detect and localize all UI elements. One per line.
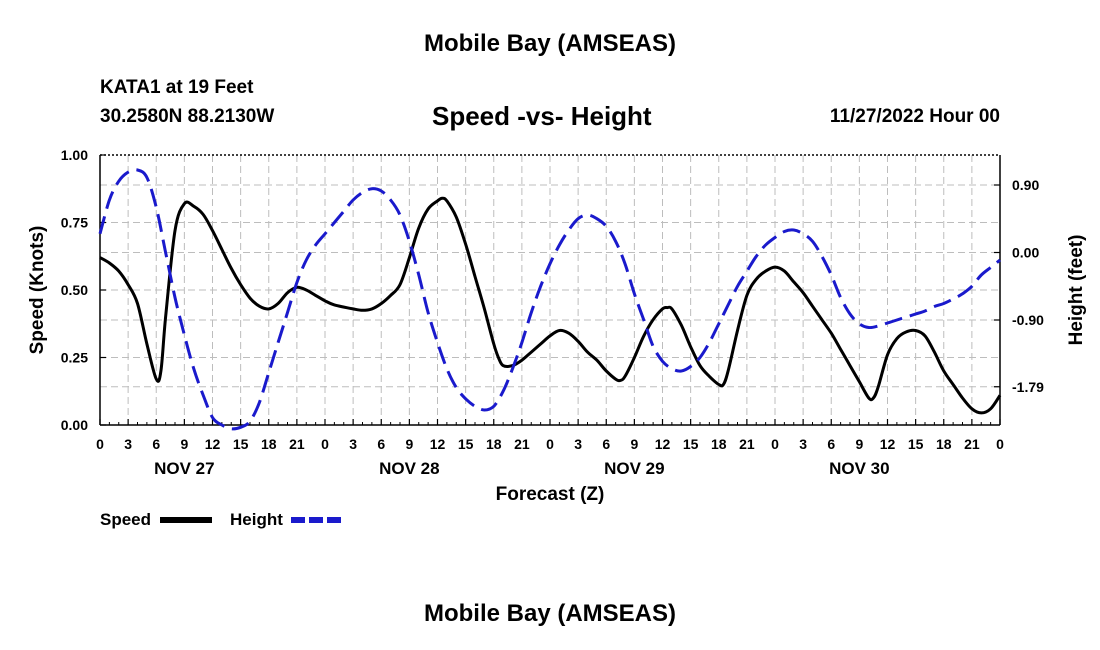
- x-tick-label: 3: [574, 436, 582, 452]
- x-tick-label: 3: [124, 436, 132, 452]
- x-tick-label: 12: [430, 436, 446, 452]
- x-tick-label: 18: [936, 436, 952, 452]
- x-tick-label: 12: [880, 436, 896, 452]
- x-tick-label: 9: [855, 436, 863, 452]
- x-date-label: NOV 30: [829, 459, 889, 478]
- legend-label-speed: Speed: [100, 510, 151, 529]
- x-tick-label: 0: [321, 436, 329, 452]
- x-tick-label: 18: [261, 436, 277, 452]
- x-tick-label: 9: [630, 436, 638, 452]
- x-tick-label: 15: [458, 436, 474, 452]
- x-tick-label: 0: [546, 436, 554, 452]
- x-tick-label: 6: [152, 436, 160, 452]
- x-tick-label: 21: [289, 436, 305, 452]
- x-tick-label: 18: [486, 436, 502, 452]
- x-date-label: NOV 27: [154, 459, 214, 478]
- x-tick-label: 6: [377, 436, 385, 452]
- y2-tick-label: -1.79: [1012, 379, 1044, 395]
- x-tick-label: 18: [711, 436, 727, 452]
- second-chart-title: Mobile Bay (AMSEAS): [423, 600, 677, 627]
- y-tick-label: 0.25: [61, 350, 88, 366]
- x-tick-label: 21: [964, 436, 980, 452]
- series-line-speed: [99, 196, 1002, 415]
- y2-tick-label: -0.90: [1012, 312, 1044, 328]
- forecast-datetime: 11/27/2022 Hour 00: [829, 106, 1000, 127]
- y-tick-label: 1.00: [61, 147, 88, 163]
- x-tick-label: 21: [514, 436, 530, 452]
- x-tick-label: 9: [405, 436, 413, 452]
- y-tick-label: 0.00: [61, 417, 88, 433]
- x-tick-label: 0: [771, 436, 779, 452]
- y2-tick-label: 0.90: [1012, 177, 1039, 193]
- x-tick-label: 0: [96, 436, 104, 452]
- y2-tick-label: 0.00: [1012, 245, 1039, 261]
- station-label: KATA1 at 19 Feet: [100, 77, 254, 98]
- y-tick-label: 0.75: [61, 215, 88, 231]
- legend-label-height: Height: [230, 510, 283, 529]
- x-tick-label: 6: [602, 436, 610, 452]
- x-tick-label: 12: [655, 436, 671, 452]
- x-tick-label: 9: [180, 436, 188, 452]
- x-tick-label: 0: [996, 436, 1004, 452]
- x-tick-label: 12: [205, 436, 221, 452]
- chart-subtitle: Speed -vs- Height: [432, 101, 652, 131]
- series-line-height: [98, 168, 1001, 431]
- chart-title: Mobile Bay (AMSEAS): [423, 30, 677, 57]
- x-tick-label: 21: [739, 436, 755, 452]
- x-tick-label: 3: [349, 436, 357, 452]
- y-tick-label: 0.50: [61, 282, 88, 298]
- x-tick-label: 15: [233, 436, 249, 452]
- y2-axis-label: Height (feet): [1066, 235, 1087, 346]
- x-date-label: NOV 29: [604, 459, 664, 478]
- x-tick-label: 15: [683, 436, 699, 452]
- x-tick-label: 15: [908, 436, 924, 452]
- x-tick-label: 6: [827, 436, 835, 452]
- x-axis-label: Forecast (Z): [496, 484, 605, 505]
- x-tick-label: 3: [799, 436, 807, 452]
- y-axis-label: Speed (Knots): [27, 226, 48, 355]
- station-coordinates: 30.2580N 88.2130W: [100, 106, 275, 127]
- x-date-label: NOV 28: [379, 459, 439, 478]
